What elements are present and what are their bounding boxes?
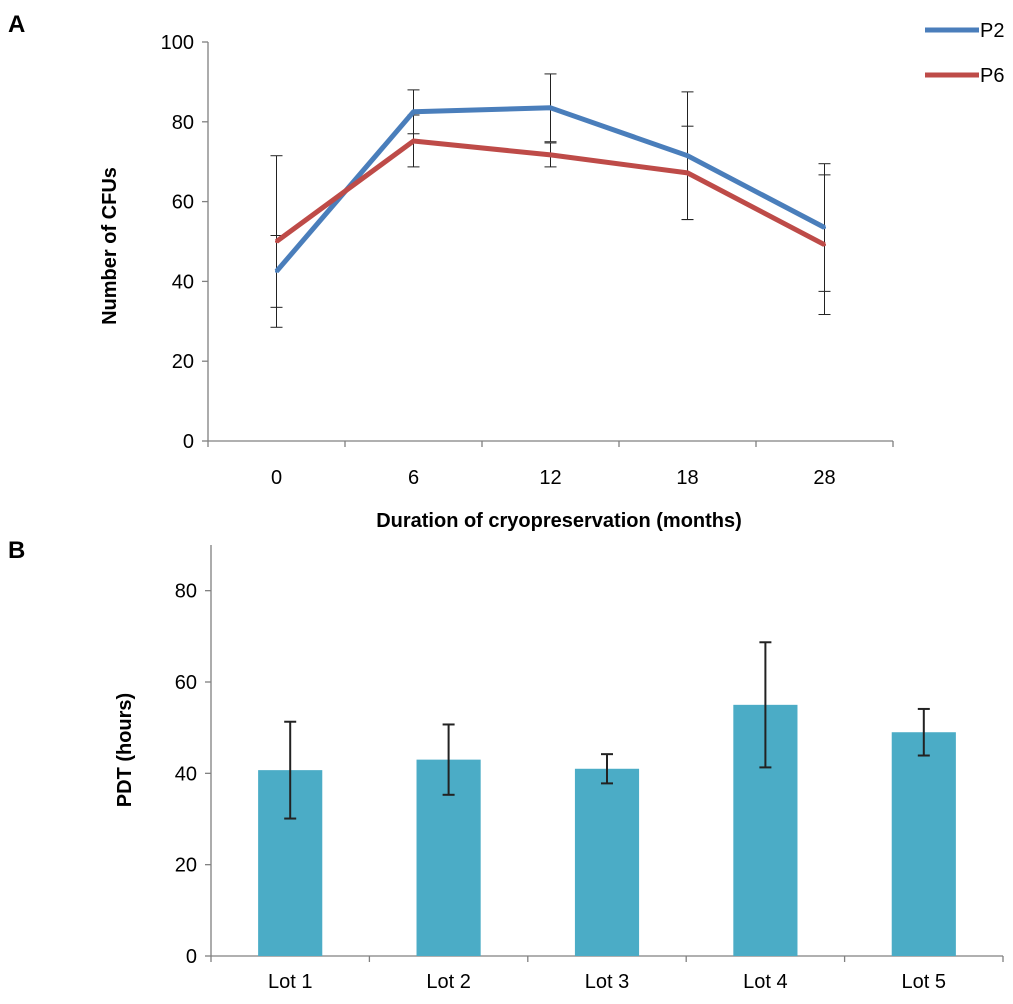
data-point xyxy=(412,110,415,114)
series-line-p6 xyxy=(275,138,826,247)
x-tick-label: Lot 5 xyxy=(902,971,946,993)
panel-b-bar-chart: B PDT (hours) 0 20 40 60 80 Lot 1 Lot 2 Lot 3 L… xyxy=(8,537,1004,993)
x-tick-label: 12 xyxy=(539,467,561,489)
x-tick-label: 6 xyxy=(408,467,419,489)
x-tick-label: 28 xyxy=(813,467,835,489)
y-tick-label: 20 xyxy=(172,351,194,373)
panel-b-y-axis-title: PDT (hours) xyxy=(114,693,136,807)
x-tick-label: 0 xyxy=(271,467,282,489)
data-point xyxy=(823,226,826,230)
x-tick-label: Lot 1 xyxy=(268,971,312,993)
legend-label: P6 xyxy=(980,65,1004,87)
bar-lot-3 xyxy=(574,768,640,956)
y-tick-label: 0 xyxy=(183,431,194,453)
y-tick-label: 40 xyxy=(172,271,194,293)
y-tick-label: 80 xyxy=(172,112,194,134)
data-point xyxy=(549,106,552,110)
bar-lot-5 xyxy=(891,732,956,956)
y-tick-label: 60 xyxy=(175,672,197,694)
y-tick-label: 100 xyxy=(161,32,194,54)
x-tick-label: Lot 3 xyxy=(585,971,629,993)
panel-a-line-chart: A Number of CFUs Duration of cryopreserv… xyxy=(8,11,1004,532)
y-tick-label: 80 xyxy=(175,581,197,603)
y-tick-label: 20 xyxy=(175,855,197,877)
y-tick-label: 40 xyxy=(175,763,197,785)
data-point xyxy=(686,154,689,158)
data-point xyxy=(823,243,826,247)
data-point xyxy=(412,139,415,143)
data-point xyxy=(686,171,689,175)
data-point xyxy=(275,269,278,273)
panel-a-y-axis-title: Number of CFUs xyxy=(99,167,121,325)
panel-a-letter: A xyxy=(8,11,25,38)
data-point xyxy=(275,240,278,243)
x-tick-label: Lot 2 xyxy=(426,971,470,993)
panel-a-x-axis-title: Duration of cryopreservation (months) xyxy=(376,510,742,532)
x-tick-label: 18 xyxy=(676,467,698,489)
y-tick-label: 60 xyxy=(172,192,194,214)
y-tick-label: 0 xyxy=(186,946,197,968)
panel-b-letter: B xyxy=(8,537,25,564)
data-point xyxy=(549,153,552,157)
x-tick-label: Lot 4 xyxy=(743,971,787,993)
legend-label: P2 xyxy=(980,20,1004,42)
